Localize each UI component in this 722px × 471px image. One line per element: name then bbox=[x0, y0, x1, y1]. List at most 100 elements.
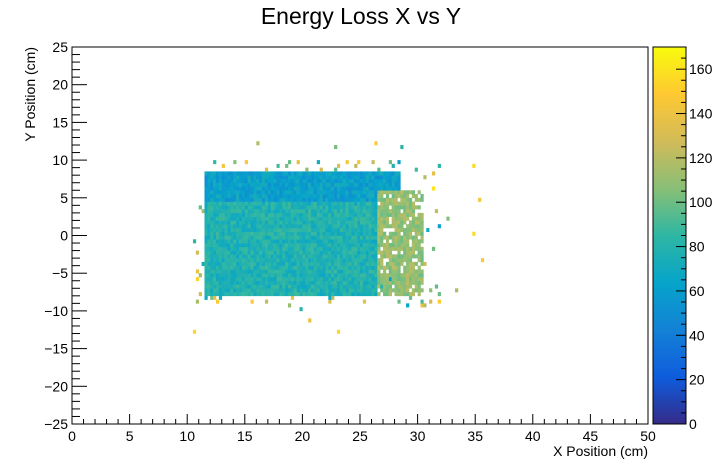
heatmap-cell bbox=[288, 292, 292, 297]
heatmap-cell bbox=[216, 231, 220, 236]
heatmap-cell bbox=[394, 224, 398, 229]
heatmap-cell bbox=[210, 292, 214, 297]
heatmap-cell bbox=[213, 178, 217, 184]
heatmap-cell bbox=[253, 197, 257, 202]
heatmap-cell bbox=[250, 239, 254, 244]
colorbar-step bbox=[653, 230, 686, 233]
heatmap-cell bbox=[354, 239, 358, 244]
heatmap-cell bbox=[253, 261, 257, 266]
heatmap-cell bbox=[336, 280, 341, 285]
heatmap-cell bbox=[313, 243, 318, 248]
heatmap-cell bbox=[414, 239, 418, 244]
heatmap-cell bbox=[213, 273, 217, 278]
heatmap-cell bbox=[351, 250, 355, 255]
heatmap-cell bbox=[299, 201, 303, 206]
heatmap-cell bbox=[328, 295, 332, 300]
heatmap-cell bbox=[336, 265, 341, 270]
heatmap-cell bbox=[259, 273, 263, 278]
colorbar-step bbox=[653, 166, 686, 169]
colorbar-step bbox=[653, 191, 686, 194]
heatmap-cell bbox=[331, 239, 335, 244]
heatmap-cell bbox=[339, 178, 344, 184]
heatmap-cell bbox=[262, 194, 266, 199]
heatmap-cell bbox=[264, 265, 269, 270]
heatmap-cell bbox=[411, 250, 416, 255]
heatmap-cell bbox=[408, 284, 413, 289]
heatmap-cell bbox=[334, 201, 338, 206]
heatmap-cell bbox=[253, 288, 257, 293]
colorbar-step bbox=[653, 245, 686, 247]
heatmap-cell bbox=[210, 273, 214, 278]
colorbar-step bbox=[653, 69, 686, 72]
heatmap-cell bbox=[290, 178, 295, 184]
colorbar-step bbox=[653, 270, 686, 273]
heatmap-cell bbox=[313, 220, 318, 225]
heatmap-cell bbox=[290, 175, 295, 180]
heatmap-cell bbox=[374, 231, 378, 236]
heatmap-cell bbox=[362, 280, 367, 285]
heatmap-cell bbox=[391, 276, 395, 282]
heatmap-cell bbox=[342, 243, 346, 248]
heatmap-cell bbox=[368, 292, 372, 297]
heatmap-cell bbox=[374, 288, 378, 293]
heatmap-cell bbox=[417, 254, 421, 259]
heatmap-cell bbox=[273, 231, 277, 236]
colorbar-step bbox=[653, 274, 686, 277]
heatmap-cell bbox=[239, 205, 243, 210]
heatmap-cell bbox=[221, 258, 225, 263]
heatmap-cell bbox=[213, 265, 217, 270]
heatmap-cell bbox=[380, 250, 384, 255]
heatmap-cell bbox=[368, 175, 372, 180]
colorbar-step bbox=[653, 364, 686, 367]
heatmap-cell bbox=[328, 175, 332, 180]
heatmap-cell bbox=[279, 288, 283, 293]
colorbar-step bbox=[653, 280, 686, 283]
heatmap-cell bbox=[216, 175, 220, 180]
heatmap-cell bbox=[210, 194, 214, 199]
heatmap-cell bbox=[406, 224, 410, 229]
heatmap-cell bbox=[210, 258, 214, 263]
heatmap-cell bbox=[290, 190, 295, 195]
heatmap-cell bbox=[285, 246, 289, 251]
heatmap-cell bbox=[244, 216, 248, 221]
heatmap-cell bbox=[302, 246, 306, 251]
heatmap-cell bbox=[227, 288, 231, 293]
heatmap-cell bbox=[397, 265, 401, 270]
colorbar-step bbox=[653, 214, 686, 216]
colorbar-step bbox=[653, 91, 686, 94]
heatmap-cell bbox=[247, 273, 251, 278]
heatmap-cell bbox=[264, 235, 269, 240]
heatmap-cell bbox=[264, 231, 269, 236]
heatmap-cell bbox=[336, 239, 341, 244]
heatmap-cell bbox=[253, 246, 257, 251]
colorbar-step bbox=[653, 360, 686, 363]
heatmap-cell bbox=[224, 220, 228, 225]
heatmap-cell bbox=[388, 265, 392, 270]
heatmap-cell bbox=[365, 276, 369, 282]
heatmap-cell bbox=[239, 171, 243, 176]
heatmap-cell bbox=[365, 190, 369, 195]
heatmap-cell bbox=[299, 194, 303, 199]
heatmap-cell bbox=[288, 288, 292, 293]
heatmap-cell bbox=[331, 201, 335, 206]
heatmap-cell bbox=[316, 269, 320, 274]
heatmap-cell bbox=[296, 212, 300, 217]
heatmap-cell bbox=[365, 269, 369, 274]
colorbar-step bbox=[653, 135, 686, 138]
heatmap-cell bbox=[233, 243, 237, 248]
heatmap-cell bbox=[210, 201, 214, 206]
heatmap-cell bbox=[385, 284, 390, 289]
heatmap-cell bbox=[290, 235, 295, 240]
heatmap-cell bbox=[256, 284, 260, 289]
heatmap-cell bbox=[408, 220, 413, 225]
heatmap-cell bbox=[216, 171, 220, 176]
heatmap-cell bbox=[357, 246, 361, 251]
heatmap-cell bbox=[253, 243, 257, 248]
heatmap-cell bbox=[311, 175, 315, 180]
heatmap-cell bbox=[322, 216, 326, 221]
heatmap-cell bbox=[204, 227, 208, 233]
heatmap-cell bbox=[362, 182, 367, 187]
heatmap-cell bbox=[339, 280, 344, 285]
heatmap-cell bbox=[256, 265, 260, 270]
heatmap-cell bbox=[224, 243, 228, 248]
